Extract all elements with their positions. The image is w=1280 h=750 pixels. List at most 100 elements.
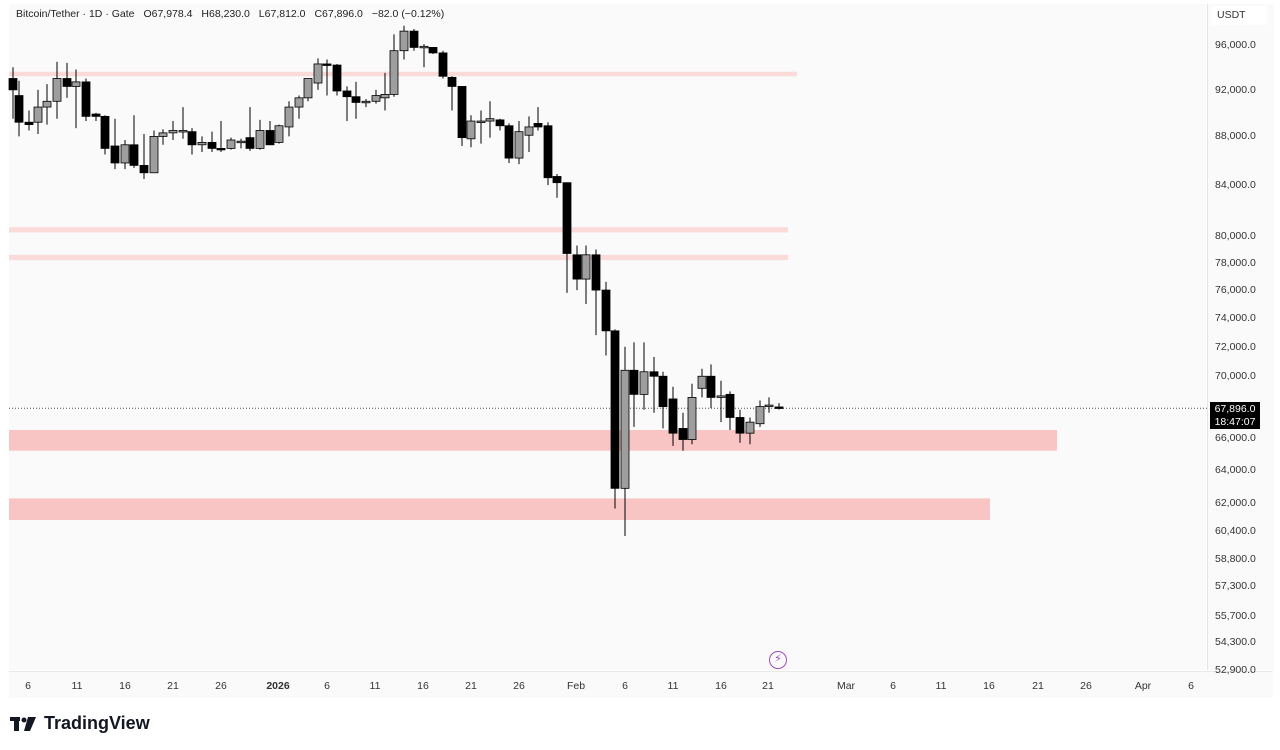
support-resistance-zone [9, 71, 797, 77]
price-axis[interactable] [1207, 4, 1274, 670]
support-resistance-zone [9, 430, 1057, 451]
price-tick-label: 72,000.0 [1215, 340, 1256, 353]
candle-up [620, 369, 630, 489]
time-tick-label: 6 [324, 680, 330, 692]
candle-down [562, 182, 572, 254]
candle-up [581, 254, 591, 280]
time-tick-label: Apr [1134, 680, 1152, 692]
time-tick-label: 26 [513, 680, 525, 692]
candle-down [725, 393, 735, 418]
time-tick-label: 6 [1188, 680, 1194, 692]
chart-pane[interactable] [9, 4, 1206, 670]
candle-up [466, 120, 476, 140]
candle-up [380, 94, 390, 99]
legend-open: O67,978.4 [143, 8, 193, 20]
candle-up [236, 140, 246, 144]
candle-up [476, 120, 486, 123]
candle-down [81, 81, 91, 117]
price-tick-label: 66,000.0 [1215, 431, 1256, 444]
price-tick-label: 70,000.0 [1215, 370, 1256, 383]
time-tick-label: 6 [25, 680, 31, 692]
candle-down [457, 86, 467, 139]
candle-down [706, 375, 716, 398]
candle-up [158, 132, 168, 137]
candle-down [543, 125, 553, 179]
bar-countdown: 18:47:07 [1214, 416, 1256, 428]
time-tick-label: 2026 [266, 680, 290, 692]
time-tick-label: 26 [1080, 680, 1092, 692]
time-tick-label: 16 [983, 680, 995, 692]
price-tick-label: 54,300.0 [1215, 636, 1256, 649]
candle-up [524, 126, 534, 136]
candle-down [504, 125, 514, 159]
candle-down [265, 130, 275, 146]
tradingview-logo-icon [10, 716, 36, 731]
candle-up [42, 100, 52, 108]
candle-down [187, 131, 197, 146]
candle-up [371, 95, 381, 102]
candle-up [361, 100, 371, 104]
candle-down [24, 121, 34, 125]
last-price-value: 67,896.0 [1214, 403, 1256, 415]
legend-close: C67,896.0 [314, 8, 363, 20]
candle-down [351, 96, 361, 103]
price-tick-label: 60,400.0 [1215, 524, 1256, 537]
candle-up [178, 130, 188, 133]
lightning-event-icon[interactable]: ⚡︎ [769, 651, 787, 669]
price-tick-label: 78,000.0 [1215, 256, 1256, 269]
time-tick-label: 21 [1032, 680, 1044, 692]
price-tick-label: 96,000.0 [1215, 39, 1256, 52]
candle-down [629, 369, 639, 395]
candle-up [255, 130, 265, 149]
price-tick-label: 84,000.0 [1215, 179, 1256, 192]
time-tick-label: 11 [935, 680, 947, 692]
candle-down [591, 254, 601, 291]
price-tick-label: 52,900.0 [1215, 663, 1256, 676]
time-tick-label: 11 [667, 680, 679, 692]
support-resistance-zone [9, 254, 788, 261]
price-tick-label: 58,800.0 [1215, 552, 1256, 565]
candle-up [389, 50, 399, 95]
legend-high: H68,230.0 [201, 8, 250, 20]
tradingview-wordmark: TradingView [44, 713, 150, 733]
candle-up [226, 139, 236, 149]
legend-change: −82.0 (−0.12%) [371, 8, 445, 20]
currency-selector[interactable]: USDT [1211, 6, 1267, 25]
legend-symbol[interactable]: Bitcoin/Tether · 1D · Gate [16, 8, 135, 20]
candle-down [62, 78, 72, 87]
candle-up [716, 395, 726, 398]
candle-down [216, 148, 226, 151]
candle-down [533, 123, 543, 128]
time-tick-label: 6 [890, 680, 896, 692]
candle-down [139, 165, 149, 174]
candle-up [149, 136, 159, 174]
candle-down [322, 63, 332, 66]
symbol-legend: Bitcoin/Tether · 1D · Gate O67,978.4 H68… [16, 8, 450, 20]
candle-down [428, 47, 438, 54]
candle-down [438, 52, 448, 77]
price-tick-label: 62,000.0 [1215, 497, 1256, 510]
time-tick-label: Mar [836, 680, 856, 692]
candle-up [294, 97, 304, 108]
candle-down [409, 30, 419, 48]
candle-up [514, 131, 524, 159]
support-resistance-zone [9, 498, 990, 520]
time-axis[interactable] [9, 671, 1273, 698]
time-tick-label: 11 [71, 680, 83, 692]
candle-up [485, 118, 495, 122]
candle-up [745, 421, 755, 434]
candle-down [572, 254, 582, 280]
candle-down [649, 371, 659, 377]
price-tick-label: 88,000.0 [1215, 130, 1256, 143]
candle-down [658, 375, 668, 408]
candle-up [419, 45, 429, 49]
candle-down [110, 145, 120, 164]
candle-down [495, 119, 505, 127]
price-tick-label: 55,700.0 [1215, 609, 1256, 622]
candle-down [610, 330, 620, 489]
candle-up [284, 106, 294, 128]
tradingview-logo[interactable]: TradingView [10, 713, 150, 734]
time-tick-label: 16 [119, 680, 131, 692]
candle-up [687, 397, 697, 440]
